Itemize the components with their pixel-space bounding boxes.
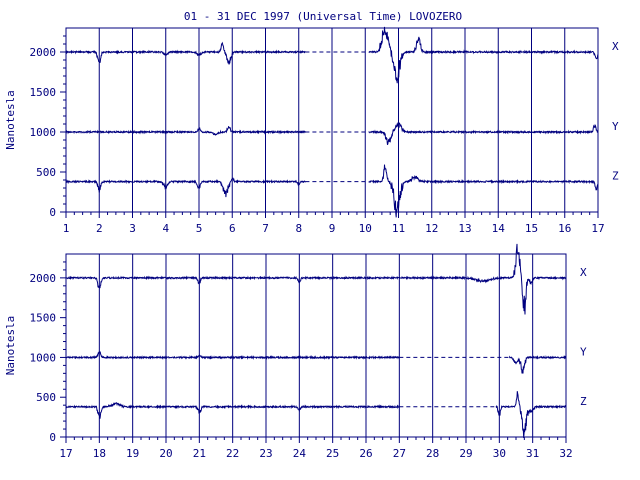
x-tick-label: 6	[229, 222, 236, 235]
y-tick-label: 0	[49, 206, 56, 219]
x-tick-label: 31	[526, 447, 539, 460]
x-tick-label: 3	[129, 222, 136, 235]
x-tick-label: 25	[326, 447, 339, 460]
series-label-x: X	[612, 40, 619, 53]
x-tick-label: 4	[162, 222, 169, 235]
x-tick-label: 21	[193, 447, 206, 460]
x-tick-label: 7	[262, 222, 269, 235]
x-tick-label: 12	[425, 222, 438, 235]
series-trace-y	[65, 122, 599, 145]
series-label-y: Y	[580, 345, 587, 358]
panel-bottom: 17 18 19 20 21 22 23 24 25 26 27 28 29 30 31 32 0 500 1000…	[4, 243, 587, 460]
series-trace-x	[65, 243, 567, 315]
x-tick-label: 2	[96, 222, 103, 235]
x-tick-label: 13	[458, 222, 471, 235]
y-tick-label: 2000	[30, 46, 57, 59]
x-tick-label: 17	[591, 222, 604, 235]
y-tick-label: 0	[49, 431, 56, 444]
plot-frame	[65, 253, 567, 438]
series-trace-y	[65, 350, 567, 374]
x-tick-label: 15	[525, 222, 538, 235]
x-tick-label: 32	[559, 447, 572, 460]
series-trace-x	[65, 26, 599, 84]
x-tick-label: 19	[126, 447, 139, 460]
x-tick-label: 28	[426, 447, 439, 460]
x-tick-label: 20	[159, 447, 172, 460]
series-label-y: Y	[612, 120, 619, 133]
series-label-z: Z	[580, 395, 587, 408]
y-axis-label: Nanotesla	[4, 90, 17, 150]
x-tick-label: 24	[293, 447, 307, 460]
y-tick-label: 1000	[30, 126, 57, 139]
x-tick-label: 29	[459, 447, 472, 460]
x-tick-label: 18	[93, 447, 106, 460]
panel-top: 1 2 3 4 5 6 7 8 9 10 11 12 13 14 15 16 17050010001500200…	[4, 26, 619, 235]
series-label-x: X	[580, 266, 587, 279]
x-tick-label: 14	[492, 222, 506, 235]
x-tick-label: 23	[259, 447, 272, 460]
y-tick-label: 500	[36, 166, 56, 179]
x-tick-label: 10	[359, 222, 372, 235]
chart-title: 01 - 31 DEC 1997 (Universal Time) LOVOZE…	[184, 10, 462, 23]
x-tick-label: 8	[295, 222, 302, 235]
series-trace-z	[65, 391, 567, 439]
y-tick-label: 500	[36, 391, 56, 404]
x-tick-label: 26	[359, 447, 372, 460]
x-tick-label: 5	[196, 222, 203, 235]
x-tick-label: 11	[392, 222, 405, 235]
y-tick-label: 1500	[30, 86, 57, 99]
y-tick-label: 1500	[30, 312, 57, 325]
x-tick-label: 30	[493, 447, 506, 460]
x-tick-label: 22	[226, 447, 239, 460]
x-tick-label: 9	[329, 222, 336, 235]
x-tick-label: 27	[393, 447, 406, 460]
x-tick-label: 17	[59, 447, 72, 460]
y-axis-label: Nanotesla	[4, 316, 17, 376]
x-tick-label: 16	[558, 222, 571, 235]
x-tick-label: 1	[63, 222, 70, 235]
series-trace-z	[65, 164, 599, 218]
series-label-z: Z	[612, 170, 619, 183]
y-tick-label: 1000	[30, 351, 57, 364]
y-tick-label: 2000	[30, 272, 57, 285]
